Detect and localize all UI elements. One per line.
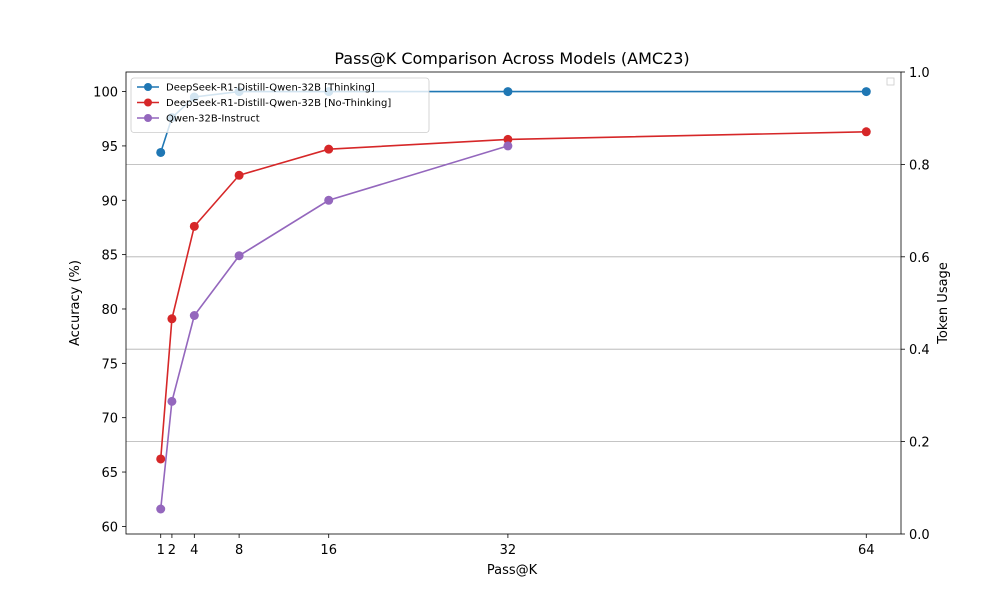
data-point [156, 504, 166, 514]
y2-tick-label: 0.8 [909, 158, 930, 173]
y-tick-label: 85 [101, 249, 118, 264]
series-line [159, 145, 509, 510]
y2-tick-label: 0.4 [909, 343, 930, 358]
x-tick-label: 1 [157, 543, 165, 558]
y-tick-label: 75 [101, 357, 118, 372]
data-point [503, 141, 513, 151]
data-point [156, 147, 166, 157]
chart-title: Pass@K Comparison Across Models (AMC23) [334, 49, 689, 68]
legend-box [130, 77, 430, 133]
plot-frame [125, 71, 902, 535]
x-tick-label: 16 [320, 543, 337, 558]
y-tick-label: 60 [101, 520, 118, 535]
data-point [189, 311, 199, 321]
x-tick-label: 8 [235, 543, 243, 558]
legend-marker [144, 98, 152, 107]
data-point [503, 134, 513, 144]
data-point [167, 396, 177, 406]
legend-marker [144, 114, 152, 122]
y-tick-label: 95 [101, 140, 118, 155]
data-point [234, 170, 244, 180]
data-point [156, 454, 166, 464]
x-axis-label: Pass@K [487, 563, 538, 578]
data-point [503, 87, 513, 97]
y-tick-label: 70 [101, 412, 118, 427]
series-line [159, 130, 867, 460]
x-tick-label: 32 [500, 543, 517, 558]
data-point [324, 144, 334, 154]
data-point [234, 251, 244, 261]
legend-label: Qwen-32B-Instruct [166, 114, 260, 125]
y-tick-label: 65 [101, 466, 118, 481]
y-tick-label: 80 [101, 303, 118, 318]
y2-tick-label: 0.2 [909, 436, 930, 451]
y2-axis-label: Token Usage [936, 262, 951, 345]
data-point [167, 314, 177, 324]
data-point [861, 127, 871, 137]
data-point [861, 87, 871, 97]
y2-tick-label: 0.0 [909, 528, 930, 543]
x-tick-label: 4 [190, 543, 198, 558]
data-point [324, 195, 334, 205]
legend-box-secondary [886, 77, 895, 86]
x-tick-label: 64 [858, 543, 875, 558]
x-tick-label: 2 [168, 543, 176, 558]
y2-tick-label: 0.6 [909, 251, 930, 266]
legend-marker [144, 83, 152, 91]
y-tick-label: 90 [101, 194, 118, 209]
legend-label: DeepSeek-R1-Distill-Qwen-32B [No-Thinkin… [166, 98, 391, 109]
legend-label: DeepSeek-R1-Distill-Qwen-32B [Thinking] [166, 83, 375, 94]
y-axis-label: Accuracy (%) [68, 260, 83, 346]
y2-tick-label: 1.0 [909, 66, 930, 81]
data-point [189, 221, 199, 231]
y-tick-label: 100 [93, 86, 118, 101]
